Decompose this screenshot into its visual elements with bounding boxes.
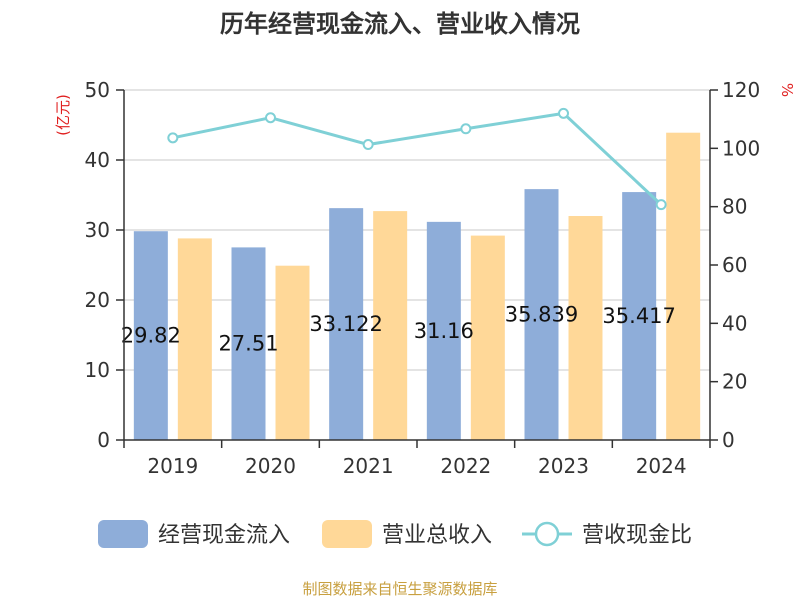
source-note: 制图数据来自恒生聚源数据库 xyxy=(302,580,497,598)
line-point xyxy=(167,132,179,144)
right-axis-tick-label: 0 xyxy=(722,428,735,452)
legend: 经营现金流入 营业总收入 营收现金比 xyxy=(98,520,692,548)
bar-revenue xyxy=(177,238,212,440)
legend-swatch xyxy=(322,520,372,548)
line-point xyxy=(362,139,374,151)
bar-revenue xyxy=(470,235,505,440)
x-axis-tick-label: 2024 xyxy=(636,454,687,478)
line-series-group xyxy=(167,107,667,211)
legend-swatch xyxy=(98,520,148,548)
right-axis-tick-label: 120 xyxy=(722,78,760,102)
right-axis-tick-label: 60 xyxy=(722,253,747,277)
line-series-path xyxy=(172,111,663,206)
left-axis-tick-label: 20 xyxy=(85,288,110,312)
legend-label: 营业总收入 xyxy=(382,523,492,548)
line-point xyxy=(558,107,569,119)
data-labels-group: 29.82 27.51 33.122 31.16 35.839 35.417 xyxy=(121,303,676,356)
bar-revenue xyxy=(373,211,408,440)
line-point xyxy=(265,112,276,124)
line-point xyxy=(460,123,472,135)
right-axis-tick-label: 80 xyxy=(722,195,747,219)
left-axis-tick-label: 40 xyxy=(85,148,110,172)
legend-label: 营收现金比 xyxy=(582,523,692,548)
x-axis-tick-label: 2019 xyxy=(147,454,198,478)
axes-group: 0 10 20 30 40 50 0 20 40 60 80 100 120 2019 2020 2021 20… xyxy=(85,78,761,478)
left-axis-tick-label: 10 xyxy=(85,358,110,382)
bar-cash-inflow xyxy=(231,247,266,440)
bar-cash-inflow xyxy=(329,208,364,440)
x-axis-tick-label: 2023 xyxy=(538,454,589,478)
bar-cash-inflow xyxy=(622,192,657,440)
right-axis-tick-label: 40 xyxy=(722,311,747,335)
right-axis-tick-label: 100 xyxy=(722,136,760,160)
bar-data-label: 31.16 xyxy=(414,319,474,343)
left-axis-tick-label: 30 xyxy=(85,218,110,242)
legend-label: 经营现金流入 xyxy=(158,523,290,548)
bar-data-label: 33.122 xyxy=(309,312,382,336)
x-axis-tick-label: 2021 xyxy=(343,454,394,478)
right-axis-tick-label: 20 xyxy=(722,370,747,394)
x-axis-tick-label: 2020 xyxy=(245,454,296,478)
line-point xyxy=(655,199,667,211)
right-axis-unit-label: % xyxy=(778,83,796,97)
bar-data-label: 27.51 xyxy=(218,332,278,356)
bar-cash-inflow xyxy=(524,189,559,440)
bar-revenue xyxy=(568,216,603,440)
left-axis-unit-label: (亿元) xyxy=(54,94,72,136)
left-axis-tick-label: 0 xyxy=(97,428,110,452)
bars-group xyxy=(133,132,701,440)
bar-cash-inflow xyxy=(133,231,168,440)
bar-cash-inflow xyxy=(426,221,461,440)
left-axis-tick-label: 50 xyxy=(85,78,110,102)
chart-title: 历年经营现金流入、营业收入情况 xyxy=(220,10,580,38)
bar-data-label: 35.417 xyxy=(602,304,675,328)
legend-marker xyxy=(534,521,560,547)
bar-data-label: 35.839 xyxy=(505,303,578,327)
bar-data-label: 29.82 xyxy=(121,324,181,348)
x-axis-tick-label: 2022 xyxy=(440,454,491,478)
bar-revenue xyxy=(275,265,310,440)
bar-revenue xyxy=(666,132,701,440)
